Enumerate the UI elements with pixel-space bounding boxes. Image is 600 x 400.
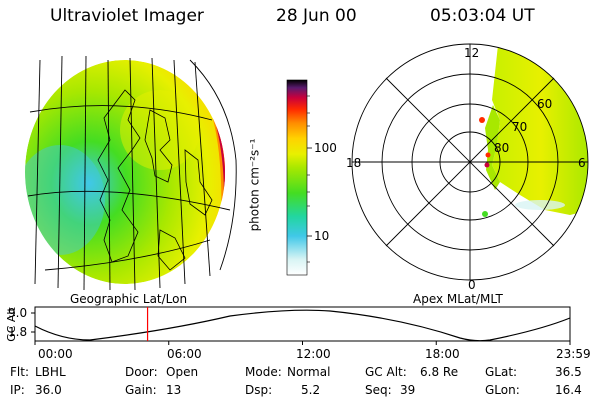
orbit-ytick-high: 9.0 (8, 306, 28, 320)
door-value: Open (166, 365, 199, 379)
mode-value: Normal (287, 365, 331, 379)
instrument-title: Ultraviolet Imager (50, 6, 204, 26)
date-label: 28 Jun 00 (276, 6, 357, 26)
mode-label: Mode: (245, 365, 282, 379)
colorbar (286, 79, 312, 276)
gain-label: Gain: (125, 383, 157, 397)
orbit-altitude-curve (34, 309, 571, 342)
dsp-value: 5.2 (301, 383, 321, 397)
glon-value: 16.4 (555, 383, 582, 397)
flt-value: LBHL (35, 365, 66, 379)
orbit-xtick-2: 12:00 (296, 347, 331, 361)
geo-map-caption: Geographic Lat/Lon (70, 292, 188, 306)
lat-70-label: 70 (512, 120, 528, 134)
seq-value: 39 (400, 383, 416, 397)
colorbar-unit-label: photon cm⁻²s⁻¹ (247, 138, 262, 232)
lat-60-label: 60 (537, 97, 553, 111)
glon-label: GLon: (485, 383, 520, 397)
orbit-xtick-0: 00:00 (38, 347, 73, 361)
ip-label: IP: (10, 383, 25, 397)
orbit-plot (31, 306, 571, 345)
gcalt-value: 6.8 Re (420, 365, 459, 379)
seq-label: Seq: (365, 383, 392, 397)
geographic-map (25, 55, 237, 291)
lat-80-label: 80 (494, 141, 510, 155)
time-label: 05:03:04 UT (430, 6, 535, 26)
dsp-label: Dsp: (245, 383, 273, 397)
orbit-xtick-1: 06:00 (167, 347, 202, 361)
polar-map (351, 43, 589, 281)
gain-value: 13 (166, 383, 182, 397)
orbit-xtick-3: 18:00 (425, 347, 460, 361)
glat-label: GLat: (485, 365, 518, 379)
door-label: Door: (125, 365, 158, 379)
orbit-xtick-4: 23:59 (556, 347, 591, 361)
mlt-18-label: 18 (346, 156, 362, 170)
mlt-6-label: 6 (578, 156, 586, 170)
mlt-0-label: 0 (468, 278, 476, 292)
colorbar-tick-10: 10 (314, 229, 330, 243)
orbit-ytick-low: 1.8 (8, 325, 28, 339)
colorbar-tick-100: 100 (314, 141, 337, 155)
ip-value: 36.0 (35, 383, 62, 397)
glat-value: 36.5 (555, 365, 582, 379)
polar-map-caption: Apex MLat/MLT (413, 292, 503, 306)
gcalt-label: GC Alt: (365, 365, 407, 379)
mlt-12-label: 12 (464, 46, 480, 60)
flt-label: Flt: (10, 365, 29, 379)
